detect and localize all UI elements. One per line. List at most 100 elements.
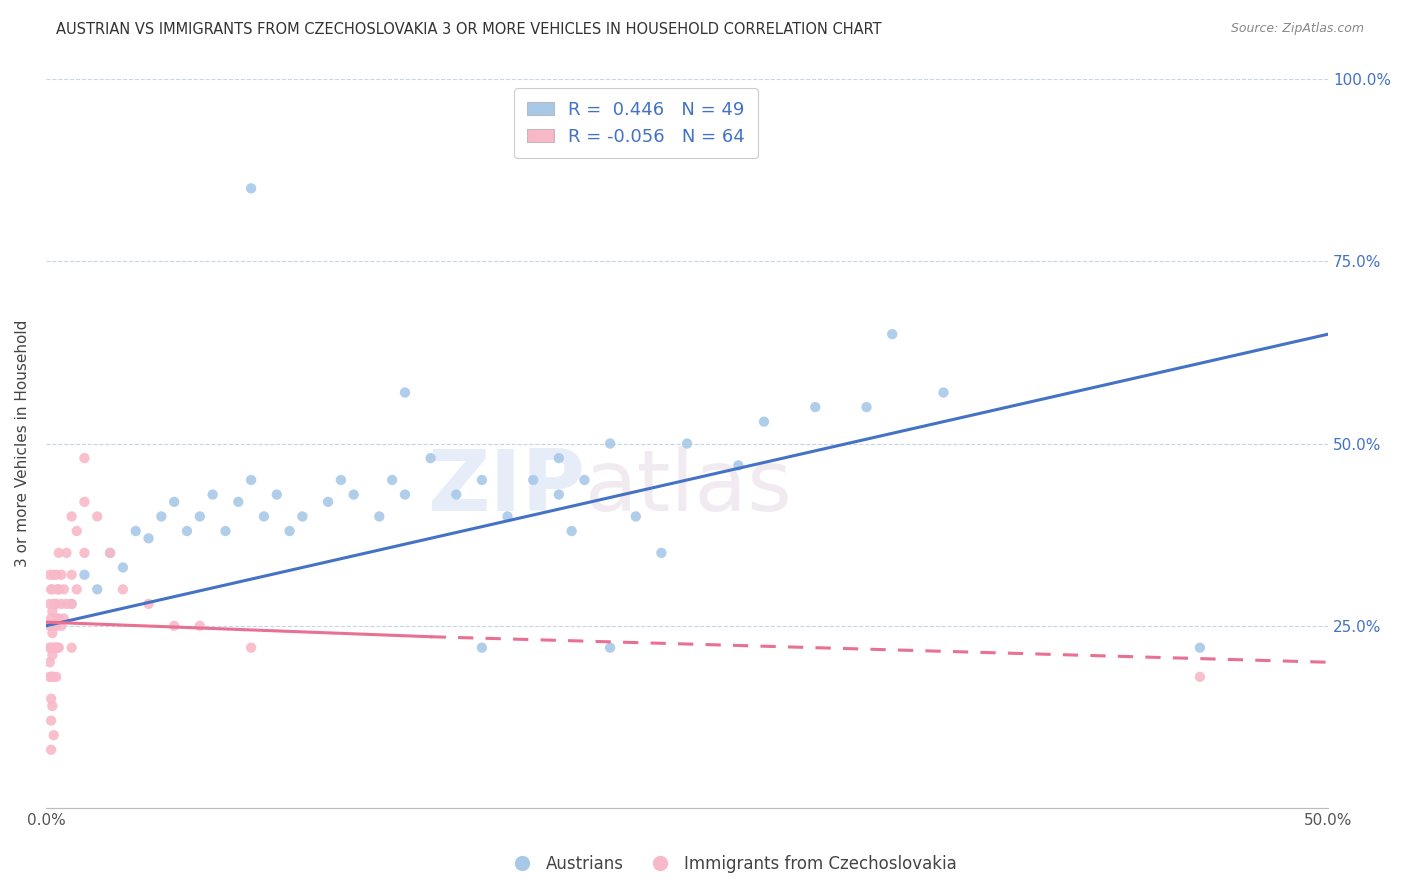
Point <box>45 670 67 684</box>
Point <box>150 509 173 524</box>
Point <box>73 495 96 509</box>
Point <box>39 670 62 684</box>
Point <box>291 509 314 524</box>
Point <box>51 567 73 582</box>
Point <box>253 509 276 524</box>
Point <box>316 495 339 509</box>
Point <box>278 524 301 538</box>
Point <box>55 597 77 611</box>
Point <box>804 400 827 414</box>
Point <box>41 670 63 684</box>
Point <box>188 509 211 524</box>
Point <box>86 509 108 524</box>
Point <box>41 626 63 640</box>
Y-axis label: 3 or more Vehicles in Household: 3 or more Vehicles in Household <box>15 320 30 567</box>
Point <box>201 487 224 501</box>
Point <box>42 597 65 611</box>
Point <box>46 611 69 625</box>
Point <box>45 567 67 582</box>
Point <box>42 640 65 655</box>
Point <box>46 582 69 597</box>
Point <box>125 524 148 538</box>
Point <box>329 473 352 487</box>
Point <box>48 546 70 560</box>
Legend: Austrians, Immigrants from Czechoslovakia: Austrians, Immigrants from Czechoslovaki… <box>499 848 963 880</box>
Point <box>38 567 60 582</box>
Point <box>60 509 83 524</box>
Point <box>42 619 65 633</box>
Point <box>882 327 904 342</box>
Point <box>39 691 62 706</box>
Point <box>52 582 75 597</box>
Point <box>574 473 596 487</box>
Point <box>240 181 263 195</box>
Point <box>381 473 404 487</box>
Point <box>394 487 416 501</box>
Text: atlas: atlas <box>585 446 793 529</box>
Point <box>394 385 416 400</box>
Point <box>163 495 186 509</box>
Point <box>41 604 63 618</box>
Point <box>38 597 60 611</box>
Point <box>650 546 672 560</box>
Point <box>624 509 647 524</box>
Point <box>471 473 494 487</box>
Point <box>60 597 83 611</box>
Point <box>547 451 569 466</box>
Point <box>38 655 60 669</box>
Point <box>48 611 70 625</box>
Point <box>38 640 60 655</box>
Text: AUSTRIAN VS IMMIGRANTS FROM CZECHOSLOVAKIA 3 OR MORE VEHICLES IN HOUSEHOLD CORRE: AUSTRIAN VS IMMIGRANTS FROM CZECHOSLOVAK… <box>56 22 882 37</box>
Point <box>266 487 288 501</box>
Point <box>48 640 70 655</box>
Point <box>496 509 519 524</box>
Point <box>55 546 77 560</box>
Point <box>522 473 544 487</box>
Point <box>41 648 63 662</box>
Point <box>446 487 468 501</box>
Point <box>44 640 66 655</box>
Point <box>368 509 391 524</box>
Point <box>240 640 263 655</box>
Point <box>343 487 366 501</box>
Text: Source: ZipAtlas.com: Source: ZipAtlas.com <box>1230 22 1364 36</box>
Point <box>51 597 73 611</box>
Point <box>41 582 63 597</box>
Point <box>39 640 62 655</box>
Point <box>51 619 73 633</box>
Point <box>42 670 65 684</box>
Point <box>932 385 955 400</box>
Point <box>163 619 186 633</box>
Point <box>561 524 583 538</box>
Point <box>98 546 121 560</box>
Point <box>676 436 699 450</box>
Point <box>727 458 749 473</box>
Point <box>48 582 70 597</box>
Point <box>60 597 83 611</box>
Point <box>39 582 62 597</box>
Point <box>111 560 134 574</box>
Point <box>599 436 621 450</box>
Point <box>39 714 62 728</box>
Point <box>44 597 66 611</box>
Point <box>38 670 60 684</box>
Point <box>45 640 67 655</box>
Point <box>73 451 96 466</box>
Point <box>176 524 198 538</box>
Point <box>226 495 249 509</box>
Point <box>66 582 89 597</box>
Point <box>45 619 67 633</box>
Point <box>752 415 775 429</box>
Point <box>52 611 75 625</box>
Point <box>42 728 65 742</box>
Text: ZIP: ZIP <box>427 446 585 529</box>
Point <box>73 546 96 560</box>
Point <box>547 487 569 501</box>
Point <box>39 743 62 757</box>
Point <box>138 531 160 545</box>
Point <box>38 619 60 633</box>
Point <box>42 567 65 582</box>
Point <box>73 567 96 582</box>
Point <box>138 597 160 611</box>
Point <box>111 582 134 597</box>
